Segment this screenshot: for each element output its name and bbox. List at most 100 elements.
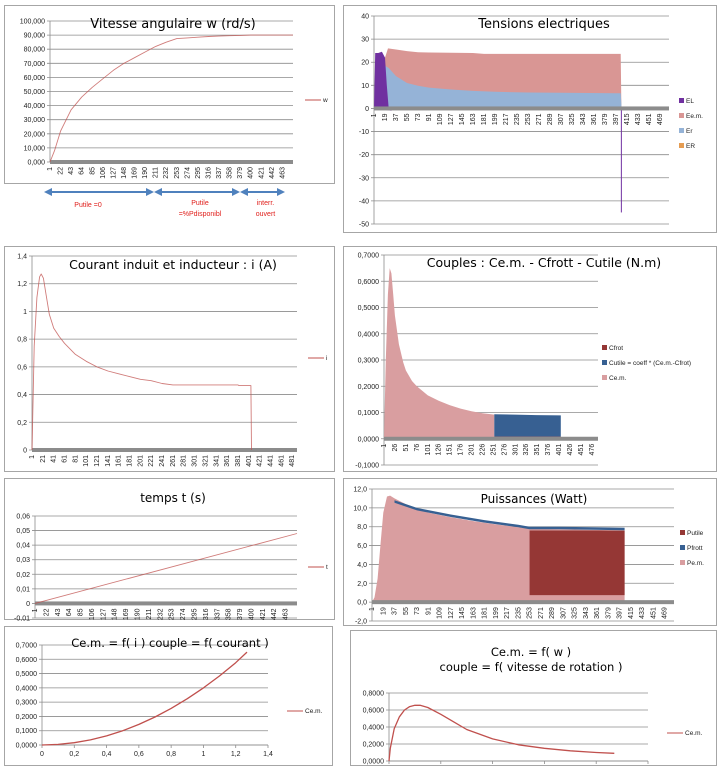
x-tick-label: 351 <box>534 444 541 456</box>
y-tick-label: 40,000 <box>24 103 46 110</box>
x-tick-label: 274 <box>180 608 187 620</box>
y-tick-label: 0,0000 <box>16 743 38 750</box>
y-tick-label: 90,000 <box>24 33 46 40</box>
y-tick-label: 2,0 <box>357 581 367 588</box>
x-tick-label: 481 <box>289 455 296 467</box>
y-tick-label: 0,4000 <box>363 725 385 732</box>
y-tick-label: 0,2000 <box>16 714 38 721</box>
chart-cem-i-panel: 0,0000 0,1000 0,2000 0,3000 0,4000 0,5000 0,60… <box>4 626 333 766</box>
legend-swatch <box>679 128 684 133</box>
phase2-label-line1: Putile <box>191 200 209 207</box>
legend-label: Cutile = coeff * (Ce.m.-Cfrot) <box>609 360 691 367</box>
x-tick-label: 148 <box>121 167 128 179</box>
x-tick-label: 73 <box>415 113 422 121</box>
legend-label: t <box>326 564 328 571</box>
x-tick-label: 211 <box>146 608 153 619</box>
x-tick-label: 253 <box>525 113 532 125</box>
x-tick-label: 81 <box>72 455 79 463</box>
y-tick-label: 0,0000 <box>363 759 385 766</box>
x-tick-label: 0,2 <box>69 751 79 758</box>
x-tick-label: 91 <box>425 607 432 615</box>
chart-couples: -0,1000 0,0000 0,1000 0,2000 0,3000 0,4000 0,5… <box>355 253 691 470</box>
x-tick-label: 64 <box>79 167 86 175</box>
chart-title: Ce.m. = f( i ) couple = f( courant ) <box>71 636 268 650</box>
x-tick-label: 19 <box>382 113 389 121</box>
x-tick-label: 201 <box>469 444 476 456</box>
y-tick-label: 20,000 <box>24 131 46 138</box>
legend-swatch <box>680 530 685 535</box>
x-tick-label: 106 <box>89 608 96 620</box>
x-tick-label: 400 <box>248 608 255 620</box>
x-tick-label: 421 <box>260 608 267 620</box>
chart-title: Courant induit et inducteur : i (A) <box>69 257 277 272</box>
y-tick-label: 0,3000 <box>358 358 380 365</box>
legend-label: Er <box>686 128 693 135</box>
x-tick-label: 358 <box>227 167 234 179</box>
x-tick-label: 91 <box>426 113 433 121</box>
x-tick-label: 253 <box>174 167 181 179</box>
y-tick-label: 0,0000 <box>358 436 380 443</box>
x-tick-label: 109 <box>437 113 444 125</box>
x-tick-label: 163 <box>470 607 477 619</box>
y-tick-label: 0,05 <box>16 528 30 535</box>
x-tick-label: 463 <box>283 608 290 620</box>
chart-puissances: -2,0 0,0 2,0 4,0 6,0 8,0 10,0 12,0 1 19 37 55 73 91 10… <box>353 487 704 626</box>
x-tick-label: 1 <box>32 608 39 612</box>
chart-temps-panel: -0,01 0 0,01 0,02 0,03 0,04 0,05 0,06 1 22 43 64 85 1… <box>4 478 335 622</box>
legend-label: Pe.m. <box>687 560 704 567</box>
series-el-area <box>374 51 392 111</box>
x-tick-label: 127 <box>100 608 107 620</box>
y-tick-label: -0,1000 <box>355 463 379 470</box>
phase2-arrow-head-left <box>154 188 162 196</box>
chart-title: temps t (s) <box>140 491 206 505</box>
x-axis-bar <box>32 448 297 452</box>
x-tick-label: 461 <box>278 455 285 467</box>
y-tick-label: 0,2 <box>17 420 27 427</box>
x-tick-label: 141 <box>105 455 112 467</box>
y-tick-label: 80,000 <box>24 47 46 54</box>
y-tick-label: 20 <box>361 60 369 67</box>
y-tick-label: 0,8000 <box>363 691 385 698</box>
x-tick-label: 43 <box>55 608 62 616</box>
y-tick-label: 0,2000 <box>358 384 380 391</box>
x-tick-label: 426 <box>567 444 574 456</box>
x-tick-label: 181 <box>482 607 489 619</box>
x-tick-label: 145 <box>459 113 466 125</box>
y-tick-label: 0,04 <box>16 543 30 550</box>
x-tick-label: 19 <box>380 607 387 615</box>
chart-tensions-panel: -50 -40 -30 -20 -10 0 10 20 30 40 1 19 37 55 73 91 109 12… <box>343 5 717 233</box>
x-tick-label: 321 <box>202 455 209 467</box>
x-tick-label: 316 <box>205 167 212 179</box>
x-tick-label: 148 <box>112 608 119 620</box>
x-tick-label: 341 <box>213 455 220 467</box>
chart-subtitle: couple = f( vitesse de rotation ) <box>440 660 623 674</box>
y-tick-label: -10 <box>359 129 369 136</box>
x-tick-label: 169 <box>123 608 130 620</box>
y-tick-label: 10 <box>361 83 369 90</box>
x-tick-label: 397 <box>617 607 624 619</box>
x-tick-label: 121 <box>94 455 101 467</box>
x-tick-label: 41 <box>51 455 58 463</box>
y-tick-label: -2,0 <box>355 619 367 626</box>
x-tick-label: 1 <box>29 455 36 459</box>
x-tick-label: 271 <box>536 113 543 125</box>
legend-label: Ce.m. <box>685 730 703 737</box>
x-tick-label: 307 <box>560 607 567 619</box>
x-tick-label: 241 <box>159 455 166 467</box>
y-tick-label: 0,1000 <box>358 410 380 417</box>
legend-swatch <box>602 360 607 365</box>
series-pfrott-area <box>394 500 625 531</box>
y-tick-label: -0,01 <box>14 616 30 622</box>
x-tick-label: 37 <box>393 113 400 121</box>
y-tick-label: 0,5000 <box>358 305 380 312</box>
phase3-label: interr. ouvert <box>243 198 288 220</box>
chart-courant: 00,20,40,60,811,21,41 21 41 61 81 101 121 141 16… <box>17 254 327 467</box>
y-tick-label: 1 <box>23 309 27 316</box>
chart-tensions: -50 -40 -30 -20 -10 0 10 20 30 40 1 19 37 55 73 91 109 12… <box>359 14 703 229</box>
x-tick-label: 415 <box>624 113 631 125</box>
x-tick-label: 181 <box>481 113 488 125</box>
y-tick-label: 0,03 <box>16 557 30 564</box>
x-tick-label: 295 <box>195 167 202 179</box>
y-tick-label: 4,0 <box>357 562 367 569</box>
x-tick-label: 190 <box>135 608 142 620</box>
